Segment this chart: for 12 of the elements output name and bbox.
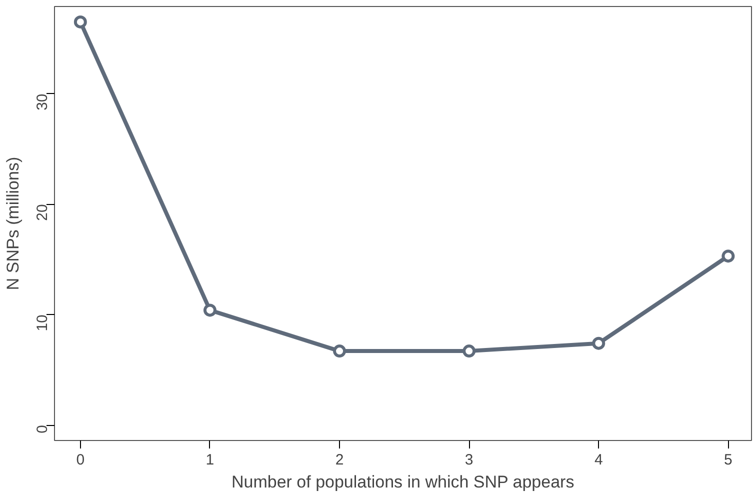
y-axis-title: N SNPs (millions): [4, 156, 22, 290]
x-tick-label: 3: [464, 452, 474, 468]
x-tick-label: 5: [724, 452, 732, 468]
y-tick-label: 20: [34, 204, 51, 221]
y-tick-label: 30: [34, 94, 51, 110]
x-tick-label: 2: [335, 452, 344, 468]
x-tick-label: 0: [76, 452, 85, 468]
x-tick-label: 1: [206, 452, 214, 468]
y-tick-label: 0: [34, 425, 51, 434]
x-tick-label: 4: [594, 452, 603, 468]
y-tick-label: 10: [34, 314, 51, 332]
x-axis-title: Number of populations in which SNP appears: [231, 472, 574, 492]
